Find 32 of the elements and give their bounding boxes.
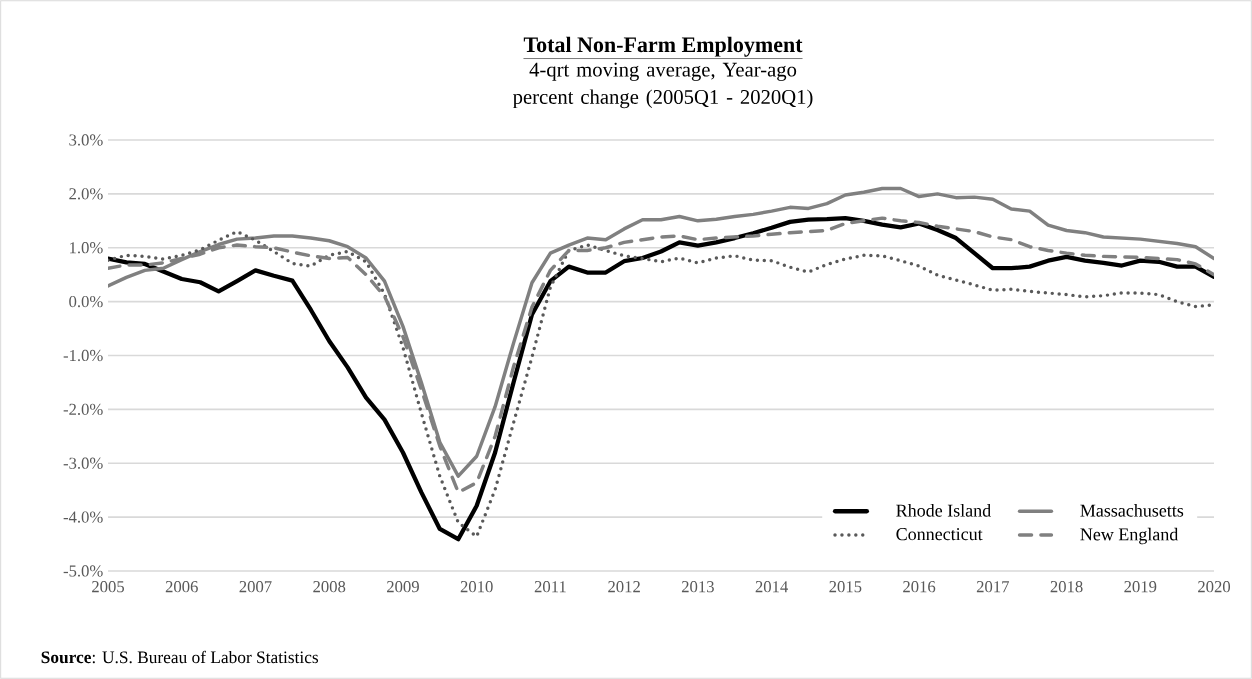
y-tick-label: -3.0% — [63, 457, 103, 469]
y-tick-label: 1.0% — [70, 242, 103, 254]
y-tick-label: -5.0% — [63, 565, 103, 577]
x-tick-label: 2014 — [755, 581, 789, 593]
x-tick-label: 2005 — [92, 581, 125, 593]
y-tick-label: 2.0% — [69, 188, 103, 200]
legend-label: Massachusetts — [1080, 504, 1184, 517]
legend-label: New England — [1080, 527, 1179, 545]
x-tick-label: 2020 — [1198, 581, 1231, 593]
x-tick-label: 2015 — [829, 581, 862, 593]
chart-title: Total Non-Farm Employment — [523, 36, 803, 57]
y-tick-label: -1.0% — [63, 349, 103, 362]
x-tick-label: 2018 — [1050, 581, 1083, 593]
x-tick-label: 2017 — [976, 581, 1010, 593]
x-tick-label: 2011 — [534, 581, 566, 593]
x-tick-label: 2019 — [1124, 581, 1157, 593]
x-tick-label: 2007 — [239, 581, 272, 593]
x-tick-label: 2013 — [681, 581, 714, 593]
x-tick-label: 2006 — [165, 581, 198, 593]
chart-subtitle: 4-qrt moving average, Year-ago percent change (2005Q1 - 2020Q1) — [512, 62, 813, 109]
legend-label: Rhode Island — [896, 504, 991, 517]
y-tick-label: -4.0% — [63, 511, 103, 523]
x-tick-label: 2012 — [608, 581, 640, 593]
x-tick-label: 2016 — [903, 581, 936, 593]
legend-label: Connecticut — [896, 528, 983, 541]
y-tick-label: -2.0% — [63, 403, 103, 416]
x-tick-label: 2009 — [387, 581, 419, 593]
x-tick-label: 2008 — [313, 581, 346, 593]
text: Source: U.S. Bureau of Labor Statistics — [41, 650, 319, 664]
y-tick-label: 0.0% — [69, 295, 103, 308]
y-tick-label: 3.0% — [69, 134, 103, 146]
x-tick-label: 2010 — [460, 581, 493, 593]
